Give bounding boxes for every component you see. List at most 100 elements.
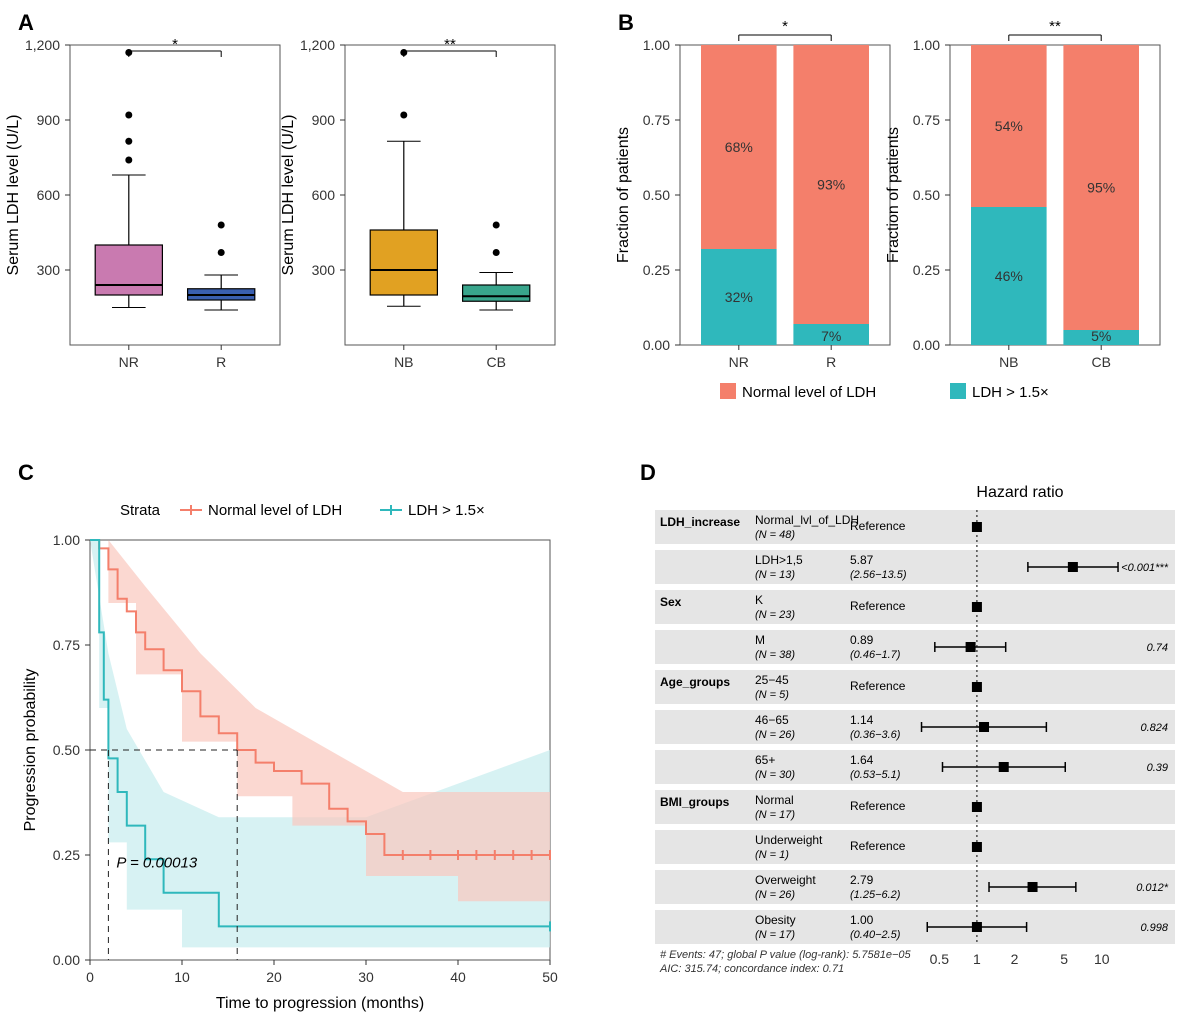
svg-text:Reference: Reference bbox=[850, 799, 906, 813]
svg-text:Reference: Reference bbox=[850, 519, 906, 533]
svg-text:7%: 7% bbox=[821, 328, 841, 344]
svg-text:Fraction of patients: Fraction of patients bbox=[885, 127, 902, 263]
svg-text:Fraction of patients: Fraction of patients bbox=[615, 127, 632, 263]
svg-text:(2.56−13.5): (2.56−13.5) bbox=[850, 569, 907, 581]
svg-text:5%: 5% bbox=[1091, 328, 1111, 344]
svg-text:50: 50 bbox=[542, 969, 558, 985]
svg-text:5: 5 bbox=[1060, 951, 1068, 967]
figure-svg: A3006009001,200Serum LDH level (U/L)NRR*… bbox=[0, 0, 1188, 1013]
svg-text:900: 900 bbox=[37, 112, 61, 128]
svg-text:68%: 68% bbox=[725, 139, 753, 155]
svg-text:Time to progression (months): Time to progression (months) bbox=[216, 995, 424, 1012]
svg-text:32%: 32% bbox=[725, 289, 753, 305]
svg-text:Progression probability: Progression probability bbox=[22, 669, 39, 832]
svg-text:Serum LDH level (U/L): Serum LDH level (U/L) bbox=[5, 115, 22, 276]
svg-text:2.79: 2.79 bbox=[850, 873, 874, 887]
svg-text:BMI_groups: BMI_groups bbox=[660, 795, 730, 809]
svg-text:(N = 26): (N = 26) bbox=[755, 889, 795, 901]
svg-text:900: 900 bbox=[312, 112, 336, 128]
svg-text:1.00: 1.00 bbox=[643, 37, 670, 53]
svg-text:CB: CB bbox=[1091, 354, 1110, 370]
svg-text:Normal_lvl_of_LDH: Normal_lvl_of_LDH bbox=[755, 513, 859, 527]
svg-text:0.39: 0.39 bbox=[1147, 762, 1168, 774]
svg-text:*: * bbox=[782, 18, 788, 35]
svg-text:(N = 17): (N = 17) bbox=[755, 929, 795, 941]
svg-text:# Events: 47; global P value (: # Events: 47; global P value (log-rank):… bbox=[660, 949, 911, 961]
svg-text:1.00: 1.00 bbox=[913, 37, 940, 53]
svg-text:(N = 23): (N = 23) bbox=[755, 609, 795, 621]
svg-text:0.75: 0.75 bbox=[643, 112, 670, 128]
svg-text:0.50: 0.50 bbox=[913, 187, 940, 203]
svg-text:Reference: Reference bbox=[850, 599, 906, 613]
svg-text:1.00: 1.00 bbox=[850, 913, 874, 927]
svg-text:65+: 65+ bbox=[755, 753, 775, 767]
svg-text:1,200: 1,200 bbox=[300, 37, 335, 53]
svg-text:Serum LDH level (U/L): Serum LDH level (U/L) bbox=[280, 115, 297, 276]
svg-text:30: 30 bbox=[358, 969, 374, 985]
svg-text:(0.36−3.6): (0.36−3.6) bbox=[850, 729, 901, 741]
svg-text:P = 0.00013: P = 0.00013 bbox=[116, 855, 197, 872]
svg-text:46%: 46% bbox=[995, 268, 1023, 284]
svg-text:Normal: Normal bbox=[755, 793, 794, 807]
svg-text:25−45: 25−45 bbox=[755, 673, 789, 687]
svg-text:0.5: 0.5 bbox=[930, 951, 950, 967]
svg-text:0.50: 0.50 bbox=[643, 187, 670, 203]
svg-text:(N = 48): (N = 48) bbox=[755, 529, 795, 541]
svg-text:46−65: 46−65 bbox=[755, 713, 789, 727]
svg-text:M: M bbox=[755, 633, 765, 647]
svg-text:C: C bbox=[18, 460, 34, 485]
svg-text:0.25: 0.25 bbox=[53, 847, 80, 863]
svg-text:NR: NR bbox=[729, 354, 749, 370]
svg-text:Age_groups: Age_groups bbox=[660, 675, 730, 689]
svg-text:A: A bbox=[18, 10, 34, 35]
svg-text:54%: 54% bbox=[995, 118, 1023, 134]
svg-text:93%: 93% bbox=[817, 177, 845, 193]
svg-text:NB: NB bbox=[394, 354, 413, 370]
svg-text:0.75: 0.75 bbox=[53, 637, 80, 653]
svg-text:(N = 17): (N = 17) bbox=[755, 809, 795, 821]
svg-text:600: 600 bbox=[37, 187, 61, 203]
svg-text:K: K bbox=[755, 593, 763, 607]
svg-text:1: 1 bbox=[973, 951, 981, 967]
svg-text:0: 0 bbox=[86, 969, 94, 985]
svg-text:NB: NB bbox=[999, 354, 1018, 370]
svg-text:<0.001***: <0.001*** bbox=[1121, 562, 1169, 574]
svg-text:10: 10 bbox=[1094, 951, 1110, 967]
svg-text:R: R bbox=[216, 354, 226, 370]
svg-text:40: 40 bbox=[450, 969, 466, 985]
svg-text:*: * bbox=[172, 36, 178, 53]
svg-text:2: 2 bbox=[1011, 951, 1019, 967]
svg-text:0.824: 0.824 bbox=[1140, 722, 1168, 734]
svg-text:**: ** bbox=[1049, 18, 1061, 35]
svg-text:20: 20 bbox=[266, 969, 282, 985]
svg-text:Sex: Sex bbox=[660, 595, 682, 609]
svg-text:LDH > 1.5×: LDH > 1.5× bbox=[408, 502, 485, 519]
svg-text:Normal level of LDH: Normal level of LDH bbox=[208, 502, 342, 519]
svg-text:0.00: 0.00 bbox=[913, 337, 940, 353]
svg-text:(N = 13): (N = 13) bbox=[755, 569, 795, 581]
svg-text:(N = 26): (N = 26) bbox=[755, 729, 795, 741]
svg-text:0.00: 0.00 bbox=[643, 337, 670, 353]
svg-text:0.012*: 0.012* bbox=[1136, 882, 1169, 894]
svg-text:(0.46−1.7): (0.46−1.7) bbox=[850, 649, 901, 661]
svg-text:0.00: 0.00 bbox=[53, 952, 80, 968]
svg-text:(1.25−6.2): (1.25−6.2) bbox=[850, 889, 901, 901]
svg-text:5.87: 5.87 bbox=[850, 553, 874, 567]
svg-text:(N = 30): (N = 30) bbox=[755, 769, 795, 781]
svg-text:Hazard ratio: Hazard ratio bbox=[976, 484, 1063, 501]
svg-text:0.25: 0.25 bbox=[643, 262, 670, 278]
svg-text:(N = 5): (N = 5) bbox=[755, 689, 789, 701]
svg-text:95%: 95% bbox=[1087, 180, 1115, 196]
svg-text:0.75: 0.75 bbox=[913, 112, 940, 128]
svg-text:0.74: 0.74 bbox=[1147, 642, 1168, 654]
svg-text:Strata: Strata bbox=[120, 502, 161, 519]
svg-text:**: ** bbox=[444, 36, 456, 53]
svg-text:0.89: 0.89 bbox=[850, 633, 874, 647]
svg-text:1,200: 1,200 bbox=[25, 37, 60, 53]
svg-text:10: 10 bbox=[174, 969, 190, 985]
svg-text:0.25: 0.25 bbox=[913, 262, 940, 278]
svg-text:AIC: 315.74; concordance index: AIC: 315.74; concordance index: 0.71 bbox=[659, 963, 844, 975]
svg-text:CB: CB bbox=[486, 354, 505, 370]
svg-text:NR: NR bbox=[119, 354, 139, 370]
svg-text:Obesity: Obesity bbox=[755, 913, 796, 927]
